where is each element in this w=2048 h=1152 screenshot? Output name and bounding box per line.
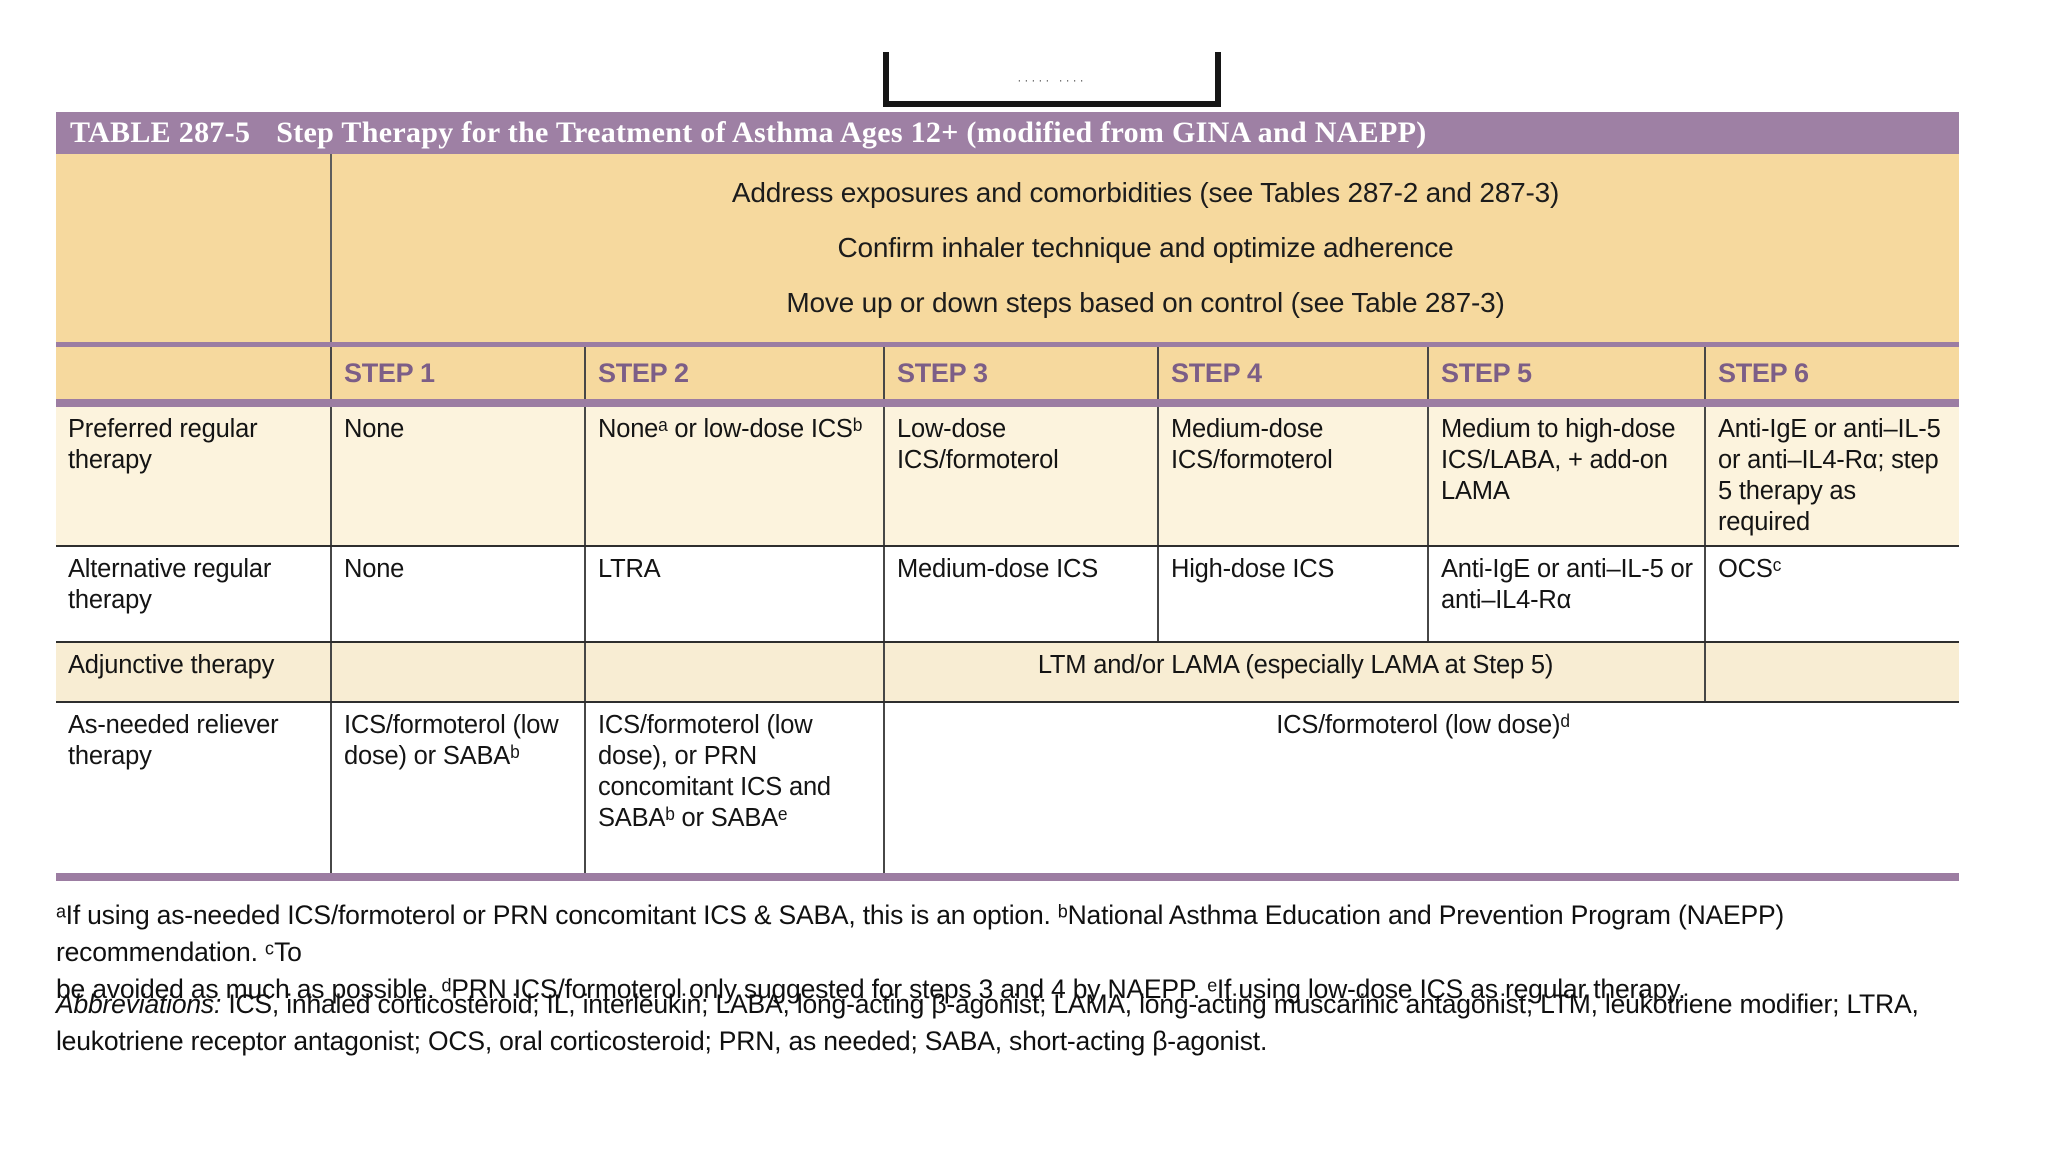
table-number: TABLE 287-5: [70, 116, 251, 149]
divider-rule-thick-bottom: [56, 873, 1959, 881]
row-label-as-needed: As-needed reliever therapy: [68, 711, 279, 770]
cell-alternative-step4: High-dose ICS: [1157, 547, 1427, 641]
cell-preferred-step4: Medium-dose ICS/formoterol: [1157, 407, 1427, 545]
cell-preferred-step3: Low-dose ICS/formoterol: [883, 407, 1157, 545]
step-header-3: STEP 3: [883, 347, 1157, 399]
step-header-empty: [56, 347, 330, 399]
step-header-6: STEP 6: [1704, 347, 1959, 399]
cell-adjunctive-steps3-5: LTM and/or LAMA (especially LAMA at Step…: [883, 643, 1704, 701]
abbreviations-label: Abbreviations:: [56, 989, 222, 1019]
footnote-line-1: ᵃIf using as-needed ICS/formoterol or PR…: [56, 900, 1785, 967]
cell-alternative-step5: Anti-IgE or anti–IL-5 or anti–IL4-Rα: [1427, 547, 1704, 641]
table-row-alternative: Alternative regular therapy None LTRA Me…: [56, 547, 1959, 643]
footnote-line-2: be avoided as much as possible. ᵈPRN ICS…: [56, 974, 1686, 1004]
cell-alternative-step6: OCSᶜ: [1704, 547, 1959, 641]
row-label-adjunctive: Adjunctive therapy: [68, 651, 275, 679]
divider-rule-thin: [56, 342, 1959, 347]
table-row-preferred: Preferred regular therapy None Noneᵃ or …: [56, 407, 1959, 547]
row-label-preferred: Preferred regular therapy: [68, 415, 258, 474]
cell-as-needed-step1: ICS/formoterol (low dose) or SABAᵇ: [330, 703, 584, 873]
cell-as-needed-step2: ICS/formoterol (low dose), or PRN concom…: [584, 703, 883, 873]
step-header-1: STEP 1: [330, 347, 584, 399]
clipped-text-fragment: ····· ····: [1017, 73, 1087, 87]
cell-preferred-step1: None: [330, 407, 584, 545]
step-header-2: STEP 2: [584, 347, 883, 399]
cell-preferred-step6: Anti-IgE or anti–IL-5 or anti–IL4-Rα; st…: [1704, 407, 1959, 545]
table-header-block: Address exposures and comorbidities (see…: [56, 154, 1959, 342]
abbreviations: Abbreviations: ICS, inhaled corticostero…: [56, 986, 1968, 1060]
divider-rule-thick-top: [56, 399, 1959, 407]
cell-preferred-step2: Noneᵃ or low-dose ICSᵇ: [584, 407, 883, 545]
cell-adjunctive-step6: [1704, 643, 1959, 701]
clipped-callout-box: ····· ····: [883, 52, 1221, 107]
footnotes: ᵃIf using as-needed ICS/formoterol or PR…: [56, 897, 1968, 1008]
table-row-adjunctive: Adjunctive therapy LTM and/or LAMA (espe…: [56, 643, 1959, 703]
cell-adjunctive-step2: [584, 643, 883, 701]
step-header-5: STEP 5: [1427, 347, 1704, 399]
step-header-4: STEP 4: [1157, 347, 1427, 399]
cell-alternative-step1: None: [330, 547, 584, 641]
abbreviations-line-1: Abbreviations: ICS, inhaled corticostero…: [56, 986, 1968, 1023]
step-header-row: STEP 1 STEP 2 STEP 3 STEP 4 STEP 5 STEP …: [56, 347, 1959, 399]
cell-alternative-step2: LTRA: [584, 547, 883, 641]
cell-as-needed-steps3-6: ICS/formoterol (low dose)ᵈ: [883, 703, 1959, 873]
abbreviations-text-1: ICS, inhaled corticosteroid; IL, interle…: [228, 989, 1919, 1019]
header-line-exposures: Address exposures and comorbidities (see…: [731, 177, 1560, 208]
cell-adjunctive-step1: [330, 643, 584, 701]
asthma-step-therapy-table: TABLE 287-5 Step Therapy for the Treatme…: [56, 112, 1959, 881]
cell-preferred-step5: Medium to high-dose ICS/LABA, + add-on L…: [1427, 407, 1704, 545]
table-title-bar: TABLE 287-5 Step Therapy for the Treatme…: [56, 112, 1959, 154]
cell-alternative-step3: Medium-dose ICS: [883, 547, 1157, 641]
abbreviations-line-2: leukotriene receptor antagonist; OCS, or…: [56, 1026, 1268, 1056]
header-line-steps: Move up or down steps based on control (…: [786, 287, 1505, 318]
table-row-as-needed: As-needed reliever therapy ICS/formotero…: [56, 703, 1959, 873]
table-title: Step Therapy for the Treatment of Asthma…: [276, 116, 1427, 149]
column-divider-line: [330, 154, 332, 342]
header-line-inhaler: Confirm inhaler technique and optimize a…: [837, 232, 1454, 263]
row-label-alternative: Alternative regular therapy: [68, 555, 272, 614]
